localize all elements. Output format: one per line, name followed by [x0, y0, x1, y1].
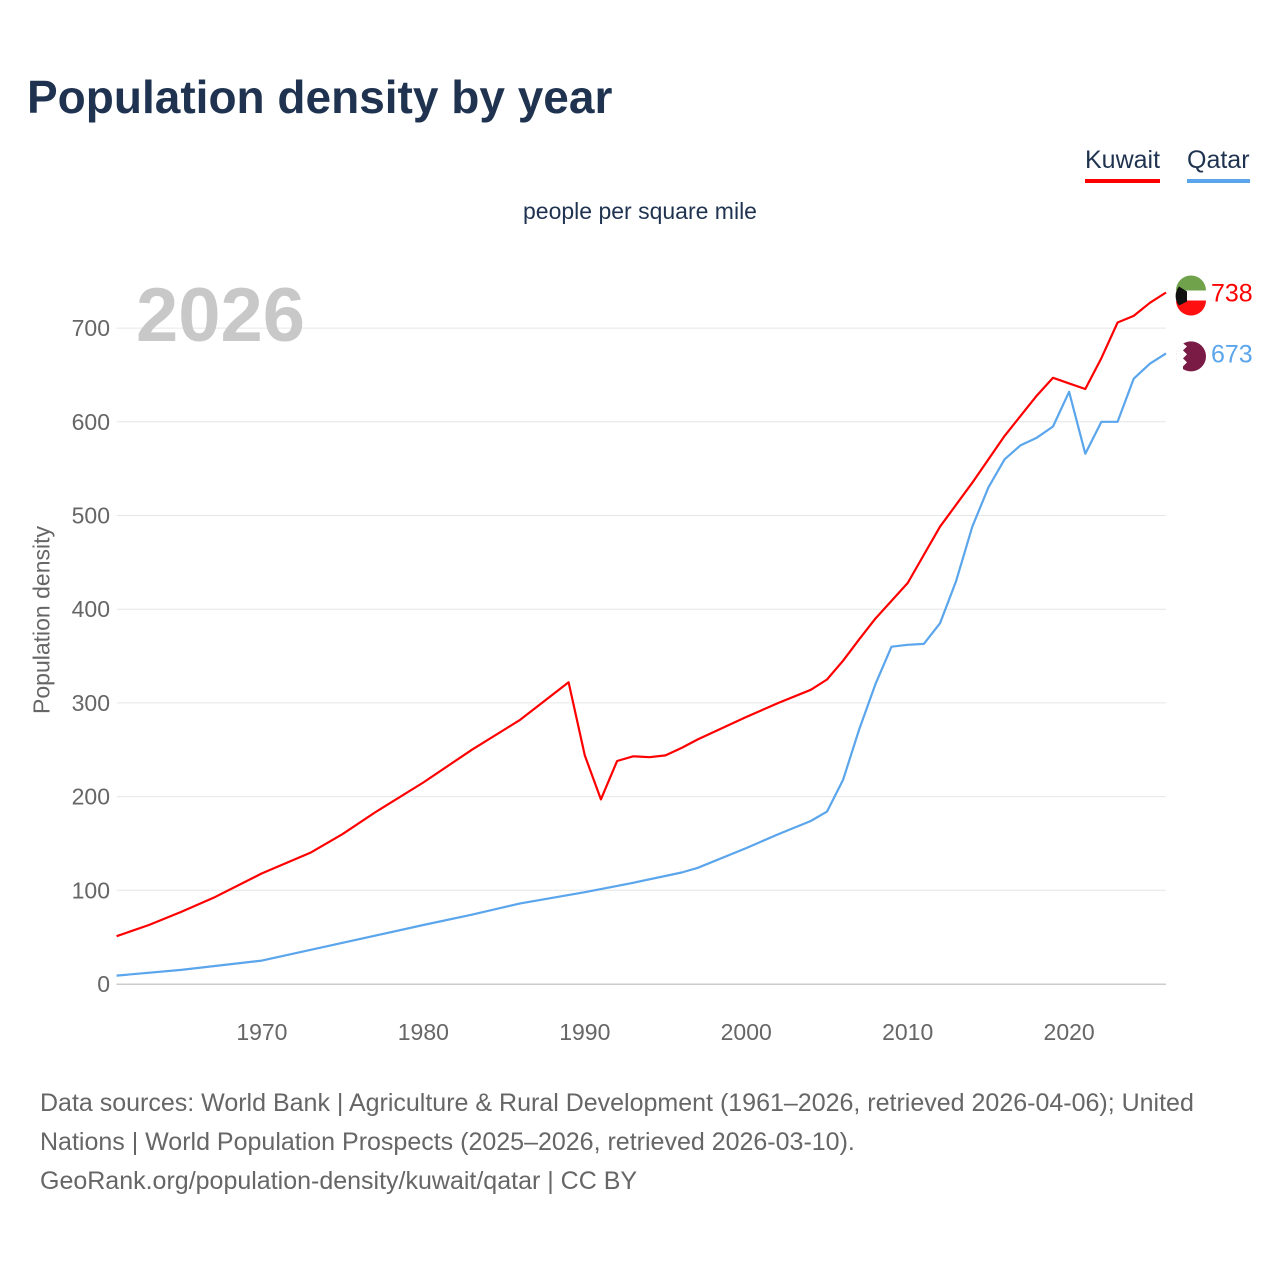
kuwait-flag-black [1175, 286, 1187, 306]
year-watermark: 2026 [136, 273, 306, 358]
x-tick-label: 1990 [559, 1019, 610, 1045]
x-tick-label: 2010 [882, 1019, 933, 1045]
x-tick-label: 1970 [236, 1019, 287, 1045]
y-tick-label: 400 [72, 596, 110, 622]
y-tick-label: 300 [72, 690, 110, 716]
legend-qatar[interactable]: Qatar [1187, 146, 1250, 183]
x-tick-label: 1980 [398, 1019, 449, 1045]
y-tick-label: 0 [97, 971, 110, 997]
end-value-label-kuwait: 738 [1211, 279, 1253, 307]
source-link[interactable]: GeoRank.org/population-density/kuwait/qa… [40, 1167, 638, 1195]
x-tick-label: 2000 [721, 1019, 772, 1045]
chart-title: Population density by year [27, 71, 613, 123]
x-tick-label: 2020 [1044, 1019, 1095, 1045]
y-tick-label: 700 [72, 315, 110, 341]
chart-subtitle: people per square mile [523, 198, 757, 224]
end-value-label-qatar: 673 [1211, 340, 1253, 368]
y-tick-label: 100 [72, 877, 110, 903]
legend-kuwait[interactable]: Kuwait [1085, 146, 1161, 183]
y-tick-label: 600 [72, 409, 110, 435]
source-text: Data sources: World Bank | Agriculture &… [40, 1089, 1194, 1156]
y-tick-label: 200 [72, 784, 110, 810]
kuwait-flag-red [1176, 300, 1206, 316]
series-line-kuwait [116, 291, 1167, 938]
series-line-qatar [116, 352, 1167, 977]
source-note: Data sources: World Bank | Agriculture &… [40, 1084, 1250, 1201]
y-tick-label: 500 [72, 503, 110, 529]
kuwait-flag-green [1176, 275, 1206, 291]
qatar-flag-white [1175, 343, 1187, 370]
